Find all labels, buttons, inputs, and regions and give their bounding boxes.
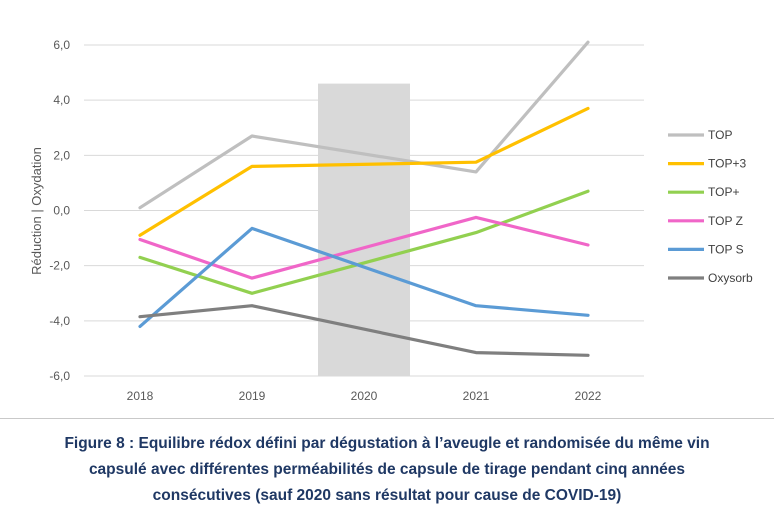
figure-caption: Figure 8 : Equilibre rédox défini par dé… (10, 431, 764, 509)
y-tick-label: -4,0 (49, 314, 70, 328)
highlight-band (318, 83, 410, 376)
legend-label: TOP S (708, 242, 744, 256)
x-tick-label: 2020 (351, 389, 378, 403)
caption-line-2: capsulé avec différentes perméabilités d… (88, 461, 686, 478)
series-line-top-s (138, 226, 590, 328)
x-axis-ticks: 2018 2019 2020 2021 2022 (127, 389, 602, 403)
y-tick-label: -2,0 (49, 259, 70, 273)
x-tick-label: 2021 (463, 389, 490, 403)
legend-label: TOP+ (708, 185, 739, 199)
highlight-band-layer (318, 83, 410, 376)
x-tick-label: 2022 (575, 389, 602, 403)
x-tick-label: 2019 (239, 389, 266, 403)
series-line-top (138, 40, 590, 210)
legend-label: TOP (708, 128, 732, 142)
y-tick-label: 4,0 (53, 93, 70, 107)
x-tick-label: 2018 (127, 389, 154, 403)
y-tick-label: 2,0 (53, 148, 70, 162)
y-axis-label: Réduction | Oxydation (29, 147, 44, 275)
caption-line-3: consécutives (sauf 2020 sans résultat po… (152, 487, 622, 504)
caption-line-1: Figure 8 : Equilibre rédox défini par dé… (64, 435, 710, 452)
legend-label: TOP+3 (708, 157, 746, 171)
y-tick-label: -6,0 (49, 369, 70, 383)
caption-divider (0, 418, 774, 419)
y-axis-ticks: 6,0 4,0 2,0 0,0 -2,0 -4,0 -6,0 (49, 38, 70, 383)
series-lines (138, 40, 590, 357)
legend-label: Oxysorb (708, 271, 753, 285)
series-line-top-z (138, 215, 590, 280)
series-line-oxysorb (138, 304, 590, 357)
legend-label: TOP Z (708, 214, 743, 228)
y-tick-label: 6,0 (53, 38, 70, 52)
series-line-top-3 (138, 106, 590, 237)
legend: TOP TOP+3 TOP+ TOP Z TOP S Oxysorb (668, 128, 753, 285)
y-tick-label: 0,0 (53, 204, 70, 218)
line-chart: 6,0 4,0 2,0 0,0 -2,0 -4,0 -6,0 2018 2019 2020 202… (29, 38, 753, 403)
